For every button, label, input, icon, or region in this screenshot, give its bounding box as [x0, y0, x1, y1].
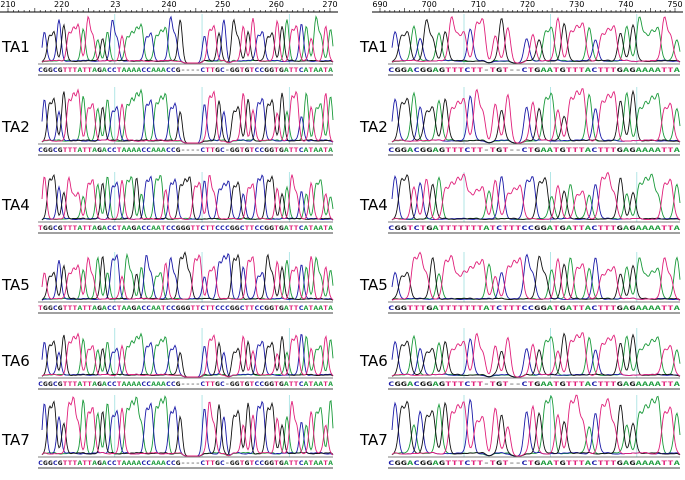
ruler-label: 750: [667, 0, 682, 9]
ruler-label: 23: [110, 0, 120, 9]
trace: [391, 332, 681, 378]
sample-label: TA1: [359, 38, 388, 56]
trace: [391, 88, 681, 144]
trace: [391, 89, 681, 144]
sample-label: TA1: [1, 38, 30, 56]
ruler-label: 260: [269, 0, 284, 9]
ruler-label: 740: [618, 0, 633, 9]
trace: [41, 253, 334, 301]
sequence: CGGCGTTTATTAGACCTAAAACCAAACCG----CTTGC-G…: [38, 146, 333, 154]
sequence: CGGCGTTTATTAGACCTAAAACCAAACCG----CTTGC-G…: [38, 459, 333, 467]
trace: [41, 251, 334, 301]
sequence: CGGCGTTTATTAGACCTAAAACCAAACCG----CTTGC-G…: [38, 380, 333, 388]
ruler-label: 730: [569, 0, 584, 9]
trace: [391, 332, 681, 378]
trace: [41, 174, 334, 221]
sample-label: TA6: [359, 352, 388, 370]
trace: [391, 15, 681, 64]
trace: [41, 396, 334, 457]
sequence: TGGCGTTTATTAGACCTAAGACCAATCCGGGTTCTTCCCG…: [38, 304, 333, 312]
ruler-label: 700: [422, 0, 437, 9]
trace: [391, 395, 681, 457]
trace: [391, 91, 681, 144]
trace: [41, 15, 334, 64]
trace: [41, 88, 334, 144]
sample-label: TA5: [1, 276, 30, 294]
trace: [391, 171, 681, 221]
ruler-label: 690: [372, 0, 387, 9]
ruler-label: 220: [54, 0, 69, 9]
sample-label: TA4: [359, 196, 388, 214]
sequence: TGGCGTTTATTAGACCTAAGACCAATCCGGGTTCTTCCCG…: [38, 224, 333, 232]
sample-label: TA7: [1, 431, 30, 449]
sample-label: TA2: [359, 118, 388, 136]
sequence: CGGCGTTTATTAGACCTAAAACCAAACCG----CTTGC-G…: [38, 66, 333, 74]
trace: [391, 251, 681, 301]
ruler-label: 270: [322, 0, 337, 9]
sample-label: TA7: [359, 431, 388, 449]
trace: [391, 394, 681, 457]
trace: [391, 174, 681, 221]
trace: [41, 174, 334, 221]
trace: [391, 255, 681, 301]
trace: [41, 332, 334, 378]
sample-label: TA2: [1, 118, 30, 136]
ruler-label: 720: [520, 0, 535, 9]
ruler-label: 210: [0, 0, 15, 9]
ruler-label: 710: [471, 0, 486, 9]
ruler-label: 240: [161, 0, 176, 9]
sample-label: TA5: [359, 276, 388, 294]
sample-label: TA6: [1, 352, 30, 370]
ruler-label: 250: [215, 0, 230, 9]
sample-label: TA4: [1, 196, 30, 214]
